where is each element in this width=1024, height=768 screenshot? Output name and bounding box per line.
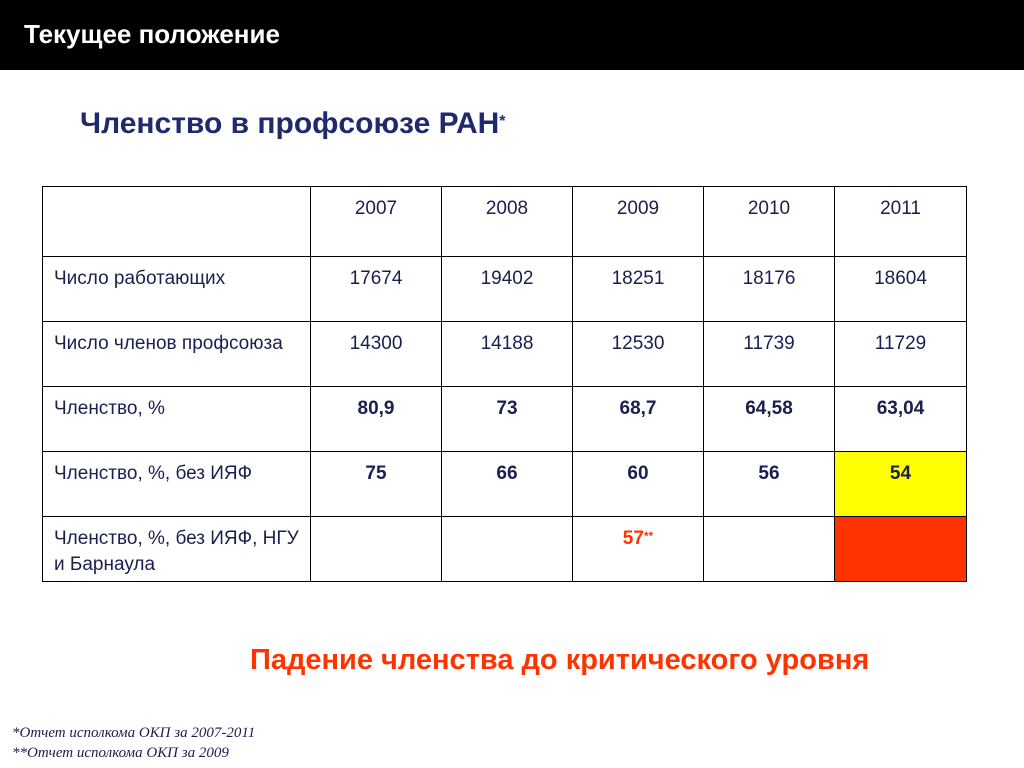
- table-row: Членство, % 80,9 73 68,7 64,58 63,04: [42, 386, 967, 452]
- table-cell: 19402: [441, 256, 573, 322]
- table-cell: [441, 516, 573, 582]
- header-bar: Текущее положение: [0, 0, 1024, 70]
- table-cell: 18176: [703, 256, 835, 322]
- table-cell: 14188: [441, 321, 573, 387]
- table-cell: 80,9: [310, 386, 442, 452]
- year-header: 2009: [572, 186, 704, 257]
- table-row: Членство, %, без ИЯФ 75 66 60 56 54: [42, 451, 967, 517]
- table-row: Число работающих 17674 19402 18251 18176…: [42, 256, 967, 322]
- table-cell: 64,58: [703, 386, 835, 452]
- table-header-row: 2007 2008 2009 2010 2011: [42, 186, 967, 257]
- table-row: Число членов профсоюза 14300 14188 12530…: [42, 321, 967, 387]
- table-cell: 56: [703, 451, 835, 517]
- table-cell: [310, 516, 442, 582]
- table-cell: 11729: [834, 321, 967, 387]
- table-cell: 73: [441, 386, 573, 452]
- table-cell: 63,04: [834, 386, 967, 452]
- year-header: 2008: [441, 186, 573, 257]
- year-header: 2010: [703, 186, 835, 257]
- table-cell: 60: [572, 451, 704, 517]
- row-label: Число членов профсоюза: [42, 321, 311, 387]
- red-value: 57: [622, 528, 644, 549]
- header-title: Текущее положение: [24, 19, 280, 49]
- row-label: Членство, %, без ИЯФ: [42, 451, 311, 517]
- table-cell: 18251: [572, 256, 704, 322]
- subtitle-text: Членство в профсоюзе РАН: [80, 107, 500, 140]
- row-label: Членство, %: [42, 386, 311, 452]
- row-label: Членство, %, без ИЯФ, НГУ и Барнаула: [42, 516, 311, 582]
- conclusion-text: Падение членства до критического уровня: [250, 644, 870, 676]
- table-cell: 66: [441, 451, 573, 517]
- highlighted-cell-yellow: 54: [834, 451, 967, 517]
- year-header: 2007: [310, 186, 442, 257]
- table-cell: [703, 516, 835, 582]
- highlighted-cell-red: [834, 516, 967, 582]
- table-cell: 11739: [703, 321, 835, 387]
- slide-subtitle: Членство в профсоюзе РАН*: [80, 104, 506, 144]
- footnote: **Отчет исполкома ОКП за 2009: [12, 745, 229, 761]
- table-cell: 75: [310, 451, 442, 517]
- membership-table: 2007 2008 2009 2010 2011 Число работающи…: [42, 186, 967, 582]
- row-label: Число работающих: [42, 256, 311, 322]
- table-cell: 68,7: [572, 386, 704, 452]
- table-cell: 12530: [572, 321, 704, 387]
- footnote: *Отчет исполкома ОКП за 2007-2011: [12, 725, 256, 741]
- table-cell: 57**: [572, 516, 704, 582]
- value-footnote-marker: **: [643, 529, 654, 543]
- table-corner-cell: [42, 186, 311, 257]
- table-cell: 18604: [834, 256, 967, 322]
- subtitle-footnote-marker: *: [499, 113, 506, 130]
- table-cell: 17674: [310, 256, 442, 322]
- year-header: 2011: [834, 186, 967, 257]
- table-cell: 14300: [310, 321, 442, 387]
- table-row: Членство, %, без ИЯФ, НГУ и Барнаула 57*…: [42, 516, 967, 582]
